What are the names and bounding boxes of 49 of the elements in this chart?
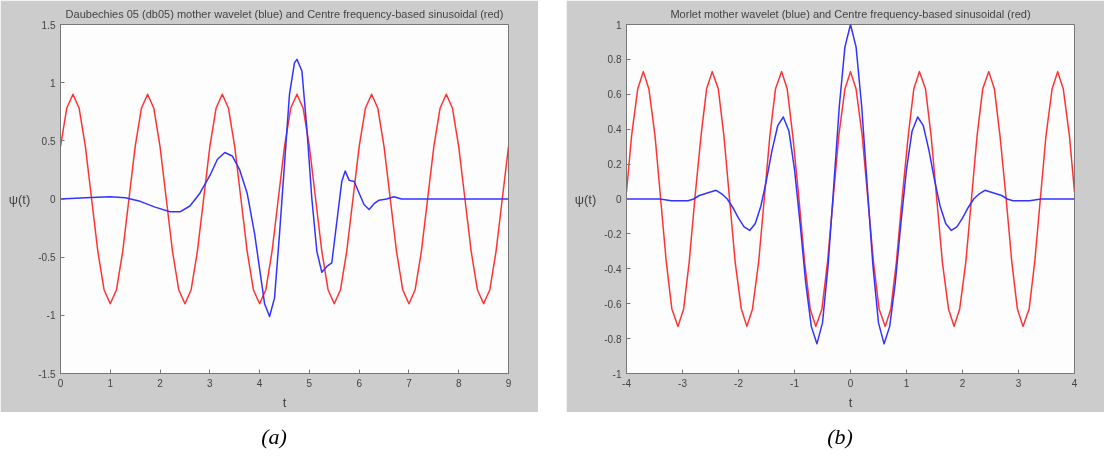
x-tick-label: 5 bbox=[306, 377, 313, 389]
y-tick-label: -1 bbox=[46, 310, 56, 322]
y-tick-label: 0.2 bbox=[607, 159, 622, 171]
x-tick-label: -2 bbox=[734, 377, 744, 389]
x-tick-label: 7 bbox=[406, 377, 413, 389]
x-axis-title: t bbox=[282, 394, 287, 410]
x-tick-label: 2 bbox=[157, 377, 164, 389]
x-tick-label: -1 bbox=[790, 377, 800, 389]
y-tick-label: -1.5 bbox=[38, 368, 56, 380]
y-tick-label: -0.8 bbox=[604, 333, 622, 345]
x-tick-label: 6 bbox=[356, 377, 363, 389]
y-tick-label: 0.4 bbox=[607, 124, 622, 136]
y-tick-label: 1.5 bbox=[41, 19, 56, 31]
y-tick-label: 0.8 bbox=[607, 54, 622, 66]
x-tick-label: -4 bbox=[622, 377, 632, 389]
line-series bbox=[626, 24, 1075, 345]
chart-title: Morlet mother wavelet (blue) and Centre frequency-based sinusoidal (red) bbox=[670, 7, 1031, 20]
y-axis-title: ψ(t) bbox=[8, 191, 31, 207]
x-tick-label: 2 bbox=[959, 377, 966, 389]
line-series bbox=[626, 70, 1075, 328]
y-tick-label: -0.2 bbox=[604, 228, 622, 240]
text: (a) bbox=[260, 423, 288, 451]
x-tick-label: 8 bbox=[455, 377, 462, 389]
x-tick-label: 1 bbox=[903, 377, 910, 389]
y-tick-label: 0 bbox=[615, 194, 622, 205]
y-tick-label: 0 bbox=[49, 194, 56, 205]
x-tick-label: 0 bbox=[847, 377, 854, 389]
x-tick-label: 9 bbox=[505, 377, 512, 389]
line-series bbox=[60, 58, 509, 318]
y-tick-label: 1 bbox=[615, 19, 622, 31]
y-tick-label: -0.6 bbox=[604, 298, 622, 310]
chart-title: Daubechies 05 (db05) mother wavelet (blue) and Centre frequency-based sinusoidal (red) bbox=[65, 7, 504, 20]
x-tick-label: -3 bbox=[678, 377, 688, 389]
x-tick-label: 3 bbox=[1015, 377, 1022, 389]
x-tick-label: 4 bbox=[1071, 377, 1078, 389]
text: (b) bbox=[826, 423, 854, 451]
y-tick-label: 0.5 bbox=[41, 135, 56, 147]
x-axis-title: t bbox=[848, 394, 853, 410]
x-tick-label: 1 bbox=[107, 377, 114, 389]
y-tick-label: -0.5 bbox=[38, 252, 56, 264]
line-series bbox=[60, 93, 509, 305]
x-tick-label: 3 bbox=[207, 377, 214, 389]
y-axis-title: ψ(t) bbox=[574, 191, 597, 207]
x-tick-label: 4 bbox=[256, 377, 263, 389]
y-tick-label: -1 bbox=[612, 368, 622, 380]
y-tick-label: 0.6 bbox=[607, 89, 622, 101]
y-tick-label: 1 bbox=[49, 77, 56, 89]
x-tick-label: 0 bbox=[57, 377, 64, 389]
y-tick-label: -0.4 bbox=[604, 263, 622, 275]
